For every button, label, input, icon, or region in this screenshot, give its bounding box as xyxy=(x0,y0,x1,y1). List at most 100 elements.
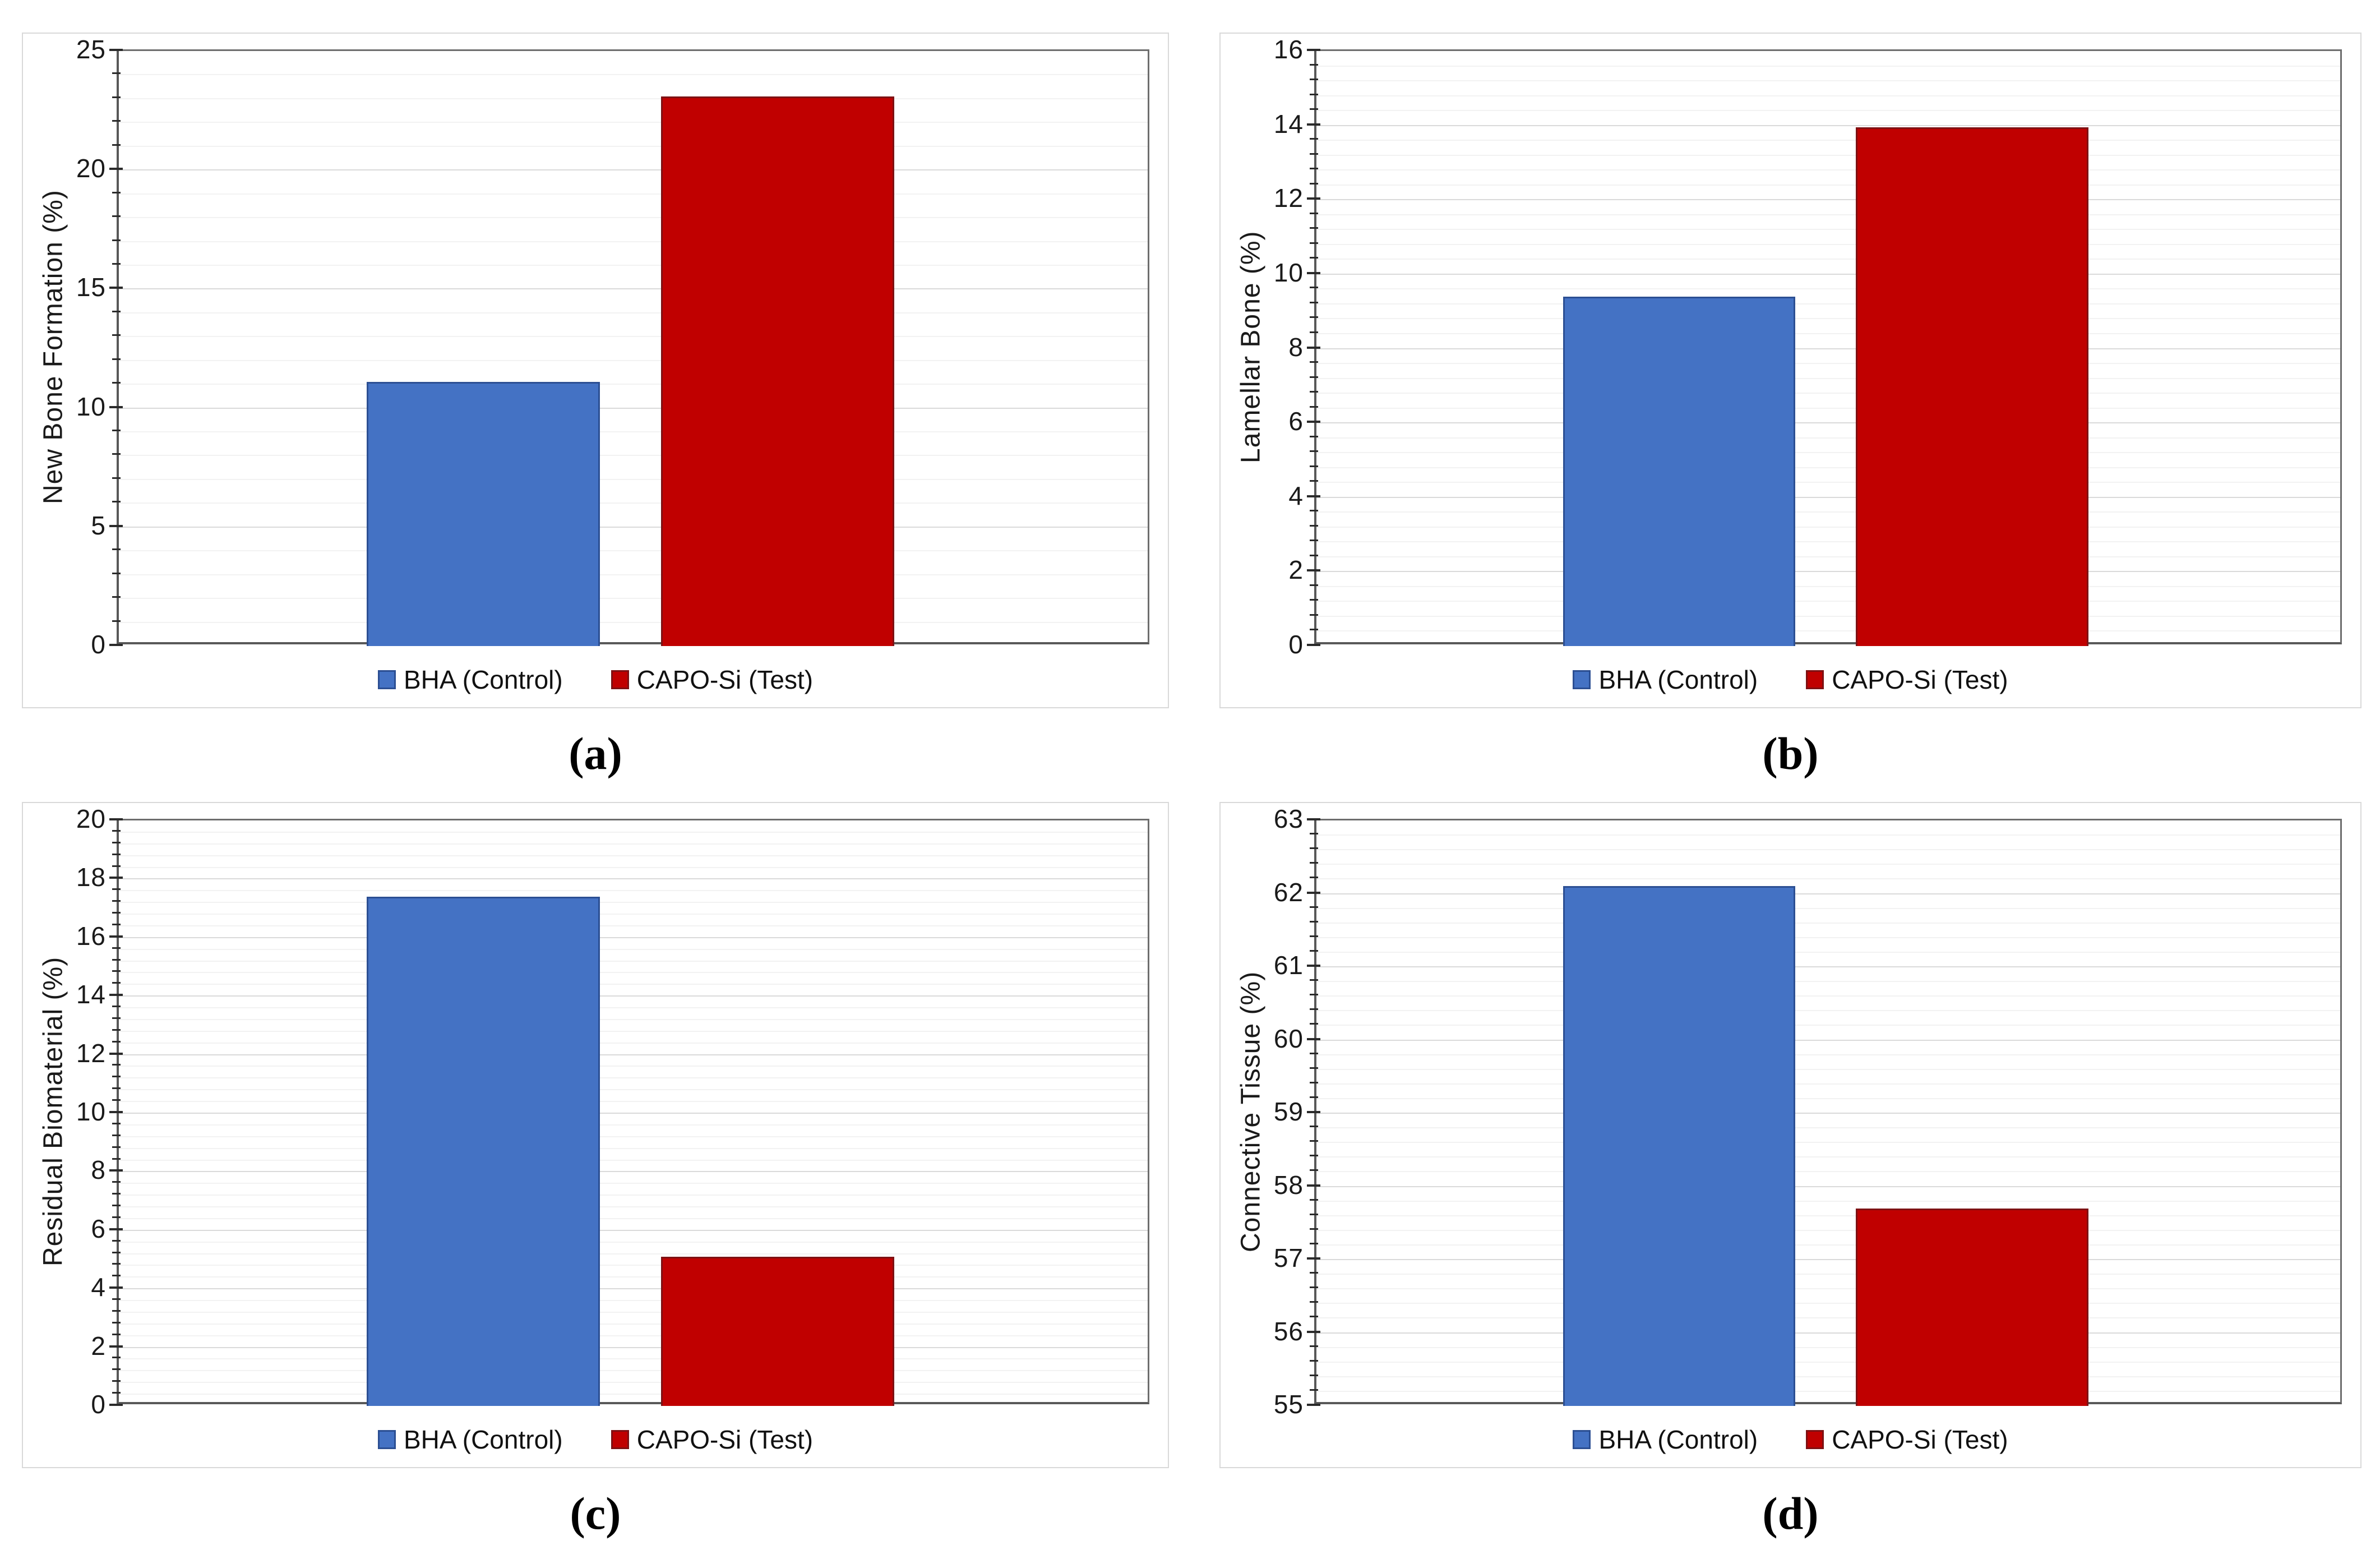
y-tick-label: 12 xyxy=(76,1038,106,1068)
minor-gridline xyxy=(1316,511,2340,513)
y-axis-tick xyxy=(1310,1286,1318,1289)
y-axis-tick xyxy=(1310,182,1318,185)
y-axis-tick xyxy=(112,1099,121,1101)
minor-gridline xyxy=(119,122,1148,123)
minor-gridline xyxy=(119,1311,1148,1313)
y-tick-label: 2 xyxy=(91,1331,106,1361)
y-axis-tick xyxy=(112,620,121,622)
y-axis-tick xyxy=(112,982,121,984)
y-axis-tick xyxy=(112,96,121,98)
minor-gridline xyxy=(1316,243,2340,245)
y-axis-tick xyxy=(112,1157,121,1160)
y-axis-tick xyxy=(112,477,121,479)
y-axis-tick xyxy=(112,358,121,360)
major-gridline xyxy=(1316,124,2340,126)
y-axis-tick xyxy=(1307,1111,1320,1113)
major-gridline xyxy=(1316,1186,2340,1187)
y-axis-tick xyxy=(1310,480,1318,482)
y-axis-tick xyxy=(112,1040,121,1043)
y-axis-tick xyxy=(112,912,121,914)
y-axis-tick xyxy=(1310,93,1318,95)
minor-gridline xyxy=(1316,259,2340,260)
y-tick-label: 58 xyxy=(1273,1170,1304,1200)
y-axis-tick xyxy=(1310,168,1318,170)
y-tick-label: 5 xyxy=(91,510,106,540)
legend-swatch-capo-si xyxy=(1806,670,1824,689)
y-axis-tick xyxy=(1307,197,1320,200)
minor-gridline xyxy=(1316,1054,2340,1055)
legend-swatch-bha xyxy=(377,1430,396,1449)
minor-gridline xyxy=(119,1370,1148,1372)
minor-gridline xyxy=(1316,80,2340,82)
y-tick-label: 16 xyxy=(1273,35,1304,64)
y-axis-tick xyxy=(1310,63,1318,66)
minor-gridline xyxy=(1316,184,2340,186)
bar-bha-control xyxy=(1563,296,1796,646)
major-gridline xyxy=(1316,966,2340,967)
y-axis-tick xyxy=(112,1205,121,1207)
legend-swatch-capo-si xyxy=(1806,1430,1824,1449)
y-axis-tick xyxy=(112,1333,121,1335)
major-gridline xyxy=(119,995,1148,997)
y-axis-tick xyxy=(1307,1330,1320,1333)
y-axis-tick xyxy=(112,1076,121,1078)
minor-gridline xyxy=(119,1077,1148,1079)
y-axis-tick xyxy=(1310,539,1318,542)
minor-gridline xyxy=(119,502,1148,504)
legend-label-capo-si: CAPO-Si (Test) xyxy=(1832,665,2008,694)
minor-gridline xyxy=(119,478,1148,480)
minor-gridline xyxy=(1316,849,2340,851)
minor-gridline xyxy=(119,217,1148,219)
y-axis-tick xyxy=(1310,1052,1318,1054)
y-axis-tick xyxy=(1310,242,1318,244)
y-tick-label: 4 xyxy=(1288,481,1304,510)
major-gridline xyxy=(119,937,1148,938)
legend-item-capo-si: CAPO-Si (Test) xyxy=(1806,665,2008,695)
bar-bha-control xyxy=(367,381,600,646)
minor-gridline xyxy=(119,866,1148,868)
y-axis-tick xyxy=(1310,450,1318,453)
y-axis-tick xyxy=(112,1251,121,1253)
minor-gridline xyxy=(119,855,1148,856)
y-tick-label: 16 xyxy=(76,921,106,951)
minor-gridline xyxy=(119,1195,1148,1196)
minor-gridline xyxy=(119,972,1148,974)
major-gridline xyxy=(1316,1332,2340,1334)
y-axis-tick xyxy=(1310,316,1318,319)
y-axis-tick xyxy=(1310,287,1318,289)
minor-gridline xyxy=(119,1183,1148,1184)
minor-gridline xyxy=(119,1394,1148,1395)
y-axis-tick xyxy=(112,120,121,122)
minor-gridline xyxy=(1316,318,2340,320)
y-tick-label: 0 xyxy=(91,630,106,659)
y-axis-tick xyxy=(1310,935,1318,937)
plot-area xyxy=(1314,819,2342,1406)
minor-gridline xyxy=(1316,452,2340,454)
minor-gridline xyxy=(1316,482,2340,483)
y-axis-tick xyxy=(1310,599,1318,601)
minor-gridline xyxy=(119,1147,1148,1149)
y-axis-tick xyxy=(1310,629,1318,631)
legend-swatch-bha xyxy=(377,670,396,689)
y-axis-tick xyxy=(1307,271,1320,274)
y-axis-tick xyxy=(109,49,123,51)
y-axis-tick xyxy=(1307,495,1320,497)
minor-gridline xyxy=(119,1323,1148,1325)
y-axis-tick xyxy=(112,548,121,551)
y-axis-tick xyxy=(112,1321,121,1323)
y-axis-tick xyxy=(1310,1272,1318,1274)
minor-gridline xyxy=(119,960,1148,962)
y-axis-tick xyxy=(1310,994,1318,996)
minor-gridline xyxy=(119,1335,1148,1336)
bar-capo-si-test xyxy=(661,96,895,646)
y-axis-tick xyxy=(112,144,121,146)
minor-gridline xyxy=(1316,1025,2340,1026)
y-axis-tick xyxy=(112,1087,121,1090)
minor-gridline xyxy=(119,843,1148,845)
minor-gridline xyxy=(119,336,1148,338)
y-axis-tick xyxy=(109,1286,123,1289)
y-axis-tick xyxy=(109,1345,123,1348)
minor-gridline xyxy=(1316,467,2340,468)
y-axis-tick xyxy=(112,1193,121,1195)
y-axis-tick xyxy=(112,262,121,265)
